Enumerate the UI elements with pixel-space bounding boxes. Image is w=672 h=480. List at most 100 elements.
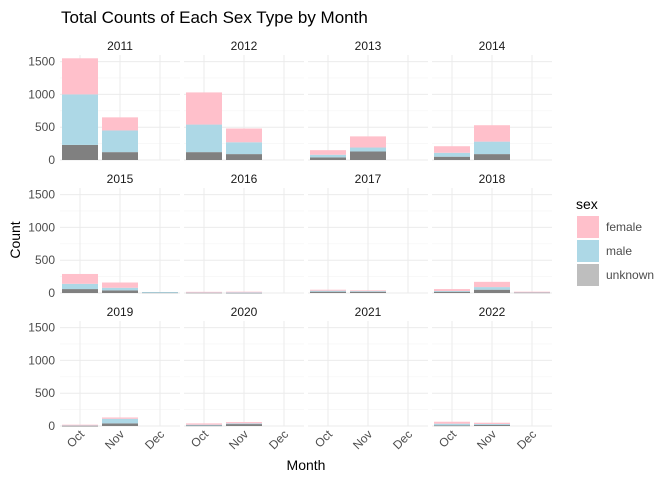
x-tick-label: Oct — [188, 427, 212, 451]
bar-female — [226, 291, 262, 293]
x-tick-label: Oct — [64, 427, 88, 451]
legend-key-male — [577, 240, 599, 262]
bar-unknown — [434, 156, 470, 160]
bar-unknown — [62, 144, 98, 160]
y-tick-label: 500 — [35, 120, 55, 134]
facet-panel-2020: 2020 Oct Nov Dec — [184, 305, 304, 452]
bar-male — [226, 423, 262, 425]
bar-male — [62, 283, 98, 290]
bar-unknown — [350, 151, 386, 160]
bar-female — [474, 281, 510, 288]
bar-male — [474, 287, 510, 290]
y-tick-label: 1000 — [28, 87, 55, 101]
x-tick-label: Oct — [436, 427, 460, 451]
bar-male — [350, 147, 386, 152]
y-tick-label: 500 — [35, 386, 55, 400]
facet-label: 2018 — [479, 172, 506, 186]
bar-male — [102, 287, 138, 291]
facet-label: 2022 — [479, 305, 506, 319]
y-tick-label: 1500 — [28, 188, 55, 202]
bar-unknown — [62, 289, 98, 293]
x-tick-label: Dec — [514, 427, 539, 452]
facet-panel-2016: 2016 — [184, 172, 304, 294]
bar-male — [186, 424, 222, 426]
bar-female — [186, 291, 222, 293]
x-axis-title: Month — [287, 457, 326, 473]
y-tick-label: 1000 — [28, 353, 55, 367]
facet-label: 2013 — [355, 39, 382, 53]
facet-label: 2019 — [107, 305, 134, 319]
bar-unknown — [310, 157, 346, 160]
bar-male — [102, 418, 138, 424]
facet-label: 2014 — [479, 39, 506, 53]
bar-female — [62, 424, 98, 426]
facet-panel-2021: 2021 Oct Nov Dec — [308, 305, 428, 452]
legend-key-unknown — [577, 264, 599, 286]
bar-unknown — [186, 152, 222, 160]
bar-female — [102, 417, 138, 419]
bar-unknown — [474, 289, 510, 293]
bar-female — [226, 422, 262, 424]
bar-unknown — [102, 152, 138, 160]
legend: sex female male unknown — [576, 196, 654, 286]
bar-unknown — [226, 424, 262, 426]
bar-unknown — [434, 425, 470, 427]
facet-panel-2013: 2013 — [308, 39, 428, 161]
bar-male — [226, 142, 262, 155]
bar-female — [474, 125, 510, 142]
y-tick-label: 500 — [35, 253, 55, 267]
x-tick-label: Nov — [102, 427, 127, 452]
facet-label: 2016 — [231, 172, 258, 186]
bar-male — [474, 141, 510, 155]
facet-panel-2018: 2018 — [432, 172, 552, 294]
x-tick-label: Nov — [226, 427, 251, 452]
facet-panel-2022: 2022 Oct Nov Dec — [432, 305, 552, 452]
bar-female — [62, 58, 98, 95]
x-tick-label: Dec — [142, 427, 167, 452]
facet-label: 2017 — [355, 172, 382, 186]
bar-female — [350, 136, 386, 148]
bar-female — [474, 422, 510, 425]
legend-label: male — [606, 244, 632, 258]
bar-unknown — [474, 154, 510, 160]
bar-male — [350, 291, 386, 292]
bar-male — [102, 130, 138, 153]
bar-unknown — [474, 425, 510, 426]
bar-unknown — [434, 291, 470, 293]
bar-female — [186, 92, 222, 125]
x-tick-label: Dec — [390, 427, 415, 452]
x-tick-label: Dec — [266, 427, 291, 452]
facet-label: 2012 — [231, 39, 258, 53]
facet-panel-2014: 2014 — [432, 39, 552, 161]
bar-male — [62, 94, 98, 145]
bar-female — [102, 282, 138, 288]
y-tick-label: 1000 — [28, 220, 55, 234]
bar-unknown — [62, 425, 98, 427]
bar-male — [142, 292, 178, 293]
chart-title: Total Counts of Each Sex Type by Month — [61, 8, 368, 27]
facet-panel-2019: 2019 0 500 1000 1500 Oct Nov Dec — [28, 305, 180, 452]
bar-female — [350, 290, 386, 292]
facet-label: 2020 — [231, 305, 258, 319]
bar-unknown — [102, 290, 138, 293]
bar-male — [186, 124, 222, 153]
bar-unknown — [102, 423, 138, 426]
legend-title: sex — [576, 196, 598, 212]
bar-male — [310, 290, 346, 292]
facet-panel-2012: 2012 — [184, 39, 304, 161]
bar-female — [434, 421, 470, 424]
facet-label: 2015 — [107, 172, 134, 186]
bar-male — [474, 424, 510, 426]
bar-male — [434, 152, 470, 157]
x-tick-label: Nov — [350, 427, 375, 452]
bar-female — [434, 146, 470, 153]
y-tick-label: 1500 — [28, 321, 55, 335]
facet-panel-2015: 2015 0 500 1000 1500 — [28, 172, 180, 300]
bar-female — [186, 423, 222, 425]
bar-female — [102, 117, 138, 131]
bar-male — [434, 291, 470, 292]
facet-panel-2011: 2011 0 500 1000 1500 — [28, 39, 180, 167]
y-tick-label: 0 — [48, 419, 55, 433]
bar-female — [310, 289, 346, 291]
bar-unknown — [310, 291, 346, 293]
